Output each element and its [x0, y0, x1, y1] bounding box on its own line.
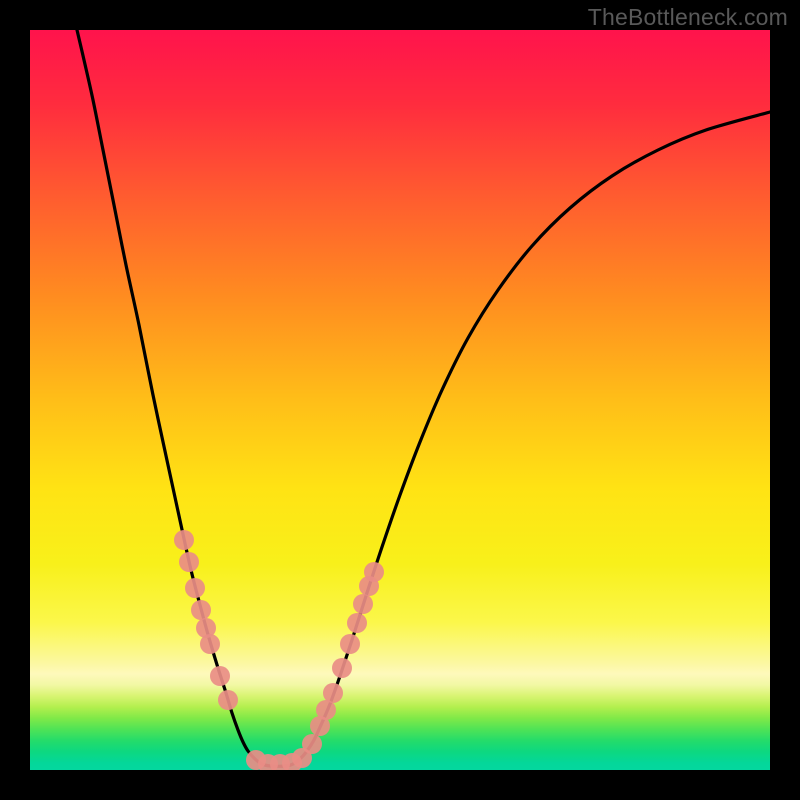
data-marker: [340, 634, 360, 654]
data-marker: [332, 658, 352, 678]
data-marker: [347, 613, 367, 633]
data-marker: [191, 600, 211, 620]
watermark-label: TheBottleneck.com: [588, 4, 788, 31]
data-marker: [218, 690, 238, 710]
data-marker: [179, 552, 199, 572]
data-marker: [323, 683, 343, 703]
plot-background: [30, 30, 770, 770]
data-marker: [353, 594, 373, 614]
data-marker: [174, 530, 194, 550]
bottleneck-chart: [0, 0, 800, 800]
data-marker: [364, 562, 384, 582]
data-marker: [185, 578, 205, 598]
data-marker: [200, 634, 220, 654]
data-marker: [210, 666, 230, 686]
data-marker: [302, 734, 322, 754]
chart-container: TheBottleneck.com: [0, 0, 800, 800]
